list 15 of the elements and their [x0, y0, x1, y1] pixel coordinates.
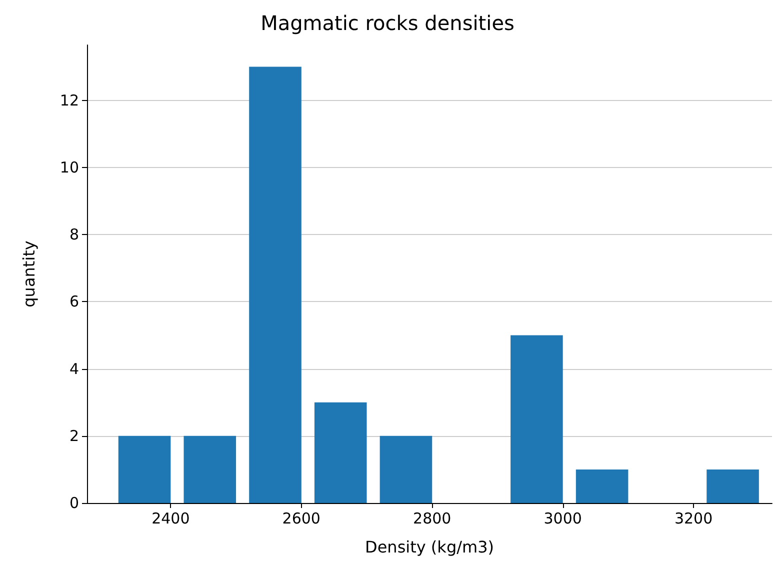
- y-axis-title: quantity: [20, 240, 38, 308]
- chart-title: Magmatic rocks densities: [260, 11, 514, 35]
- y-tick-label: 2: [69, 426, 79, 445]
- x-tick-label: 2400: [152, 510, 190, 528]
- x-axis-title: Density (kg/m3): [365, 538, 494, 556]
- x-tick-label: 3200: [674, 510, 713, 528]
- y-tick-label: 12: [60, 91, 79, 110]
- y-tick-label: 4: [69, 360, 79, 378]
- y-tick-label: 6: [69, 292, 79, 311]
- y-tick-label: 0: [69, 494, 79, 512]
- x-tick-label: 3000: [544, 510, 582, 528]
- x-tick-label: 2800: [413, 510, 452, 528]
- y-tick-label: 10: [60, 158, 79, 176]
- y-tick-label: 8: [69, 226, 79, 244]
- x-tick-label: 2600: [282, 510, 320, 528]
